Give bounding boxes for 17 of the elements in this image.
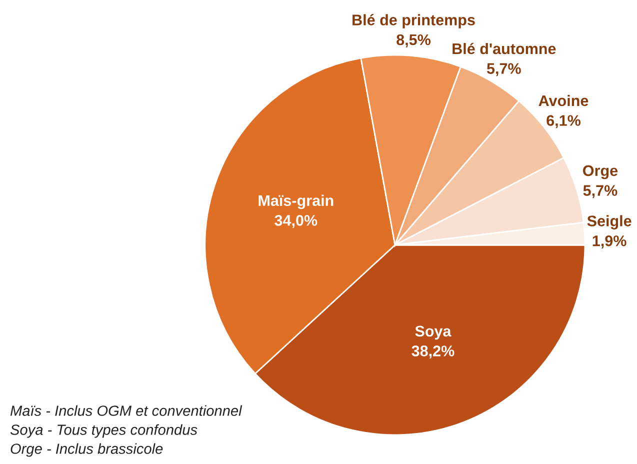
data-label: 6,1%: [546, 115, 580, 128]
data-label: 38,2%: [412, 346, 454, 359]
slice-label: Seigle: [587, 215, 632, 230]
slice-label: Blé de printemps: [352, 14, 475, 28]
slice-label: Soya: [415, 326, 452, 340]
text: Maïs - Inclus OGM et conventionnel: [10, 405, 242, 416]
slice-label: Maïs-grain: [258, 194, 334, 210]
text: Orge - Inclus brassicole: [10, 443, 163, 457]
slice-label: Avoine: [538, 94, 588, 106]
data-label: 1,9%: [592, 235, 626, 248]
data-label: 5,7%: [486, 63, 521, 76]
text: Soya - Tous types confondus: [10, 424, 198, 438]
slice-label: Orge: [583, 165, 618, 180]
data-label: 5,7%: [583, 185, 618, 198]
data-label: 8,5%: [396, 34, 431, 48]
data-label: 34,0%: [274, 215, 318, 228]
slice-label: Blé d'automne: [452, 42, 556, 54]
